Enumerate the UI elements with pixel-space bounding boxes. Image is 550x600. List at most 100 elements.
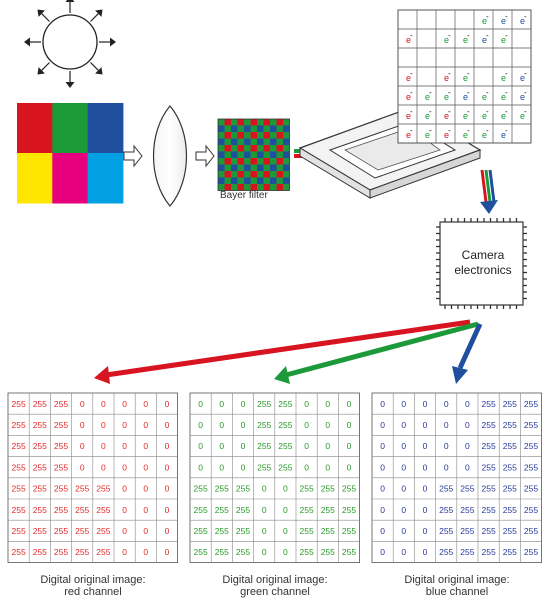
- pixel-value: 255: [278, 420, 292, 430]
- bayer-cell: [283, 164, 290, 171]
- pixel-value: 0: [262, 547, 267, 557]
- pixel-value: 0: [444, 441, 449, 451]
- pixel-value: 255: [482, 547, 496, 557]
- green-channel-grid: 0 0 0 255 255 0 0 0 0 0 0 255 255 0 0 0 0 0 0 255 255 0 0 0 0 0 0 2…: [189, 392, 361, 564]
- electron-symbol: e: [482, 111, 487, 121]
- pixel-value: 0: [465, 462, 470, 472]
- bayer-cell: [244, 138, 251, 145]
- pixel-value: 255: [96, 526, 110, 536]
- bayer-cell: [224, 177, 231, 184]
- bayer-cell: [276, 164, 283, 171]
- pixel-value: 255: [503, 505, 517, 515]
- pixel-value: 255: [278, 399, 292, 409]
- bayer-cell: [270, 145, 277, 152]
- bayer-cell: [270, 151, 277, 158]
- caption-line2: blue channel: [425, 586, 489, 598]
- bayer-cell: [231, 151, 238, 158]
- pixel-value: 0: [423, 526, 428, 536]
- pixel-value: 0: [325, 462, 330, 472]
- bayer-cell: [270, 164, 277, 171]
- bayer-cell: [231, 184, 238, 191]
- bayer-cell: [276, 171, 283, 178]
- green-channel-arrow-icon: [274, 321, 479, 384]
- bayer-cell: [224, 125, 231, 132]
- pixel-value: 0: [325, 420, 330, 430]
- electron-symbol: e: [520, 111, 525, 121]
- bayer-cell: [270, 132, 277, 139]
- pixel-value: 0: [262, 526, 267, 536]
- pixel-value: 0: [101, 420, 106, 430]
- electron-charge: -: [448, 126, 451, 135]
- caption-line2: red channel: [64, 586, 122, 598]
- pixel-value: 255: [96, 547, 110, 557]
- bayer-cell: [270, 119, 277, 126]
- electron-symbol: e: [463, 73, 468, 83]
- pixel-value: 0: [241, 441, 246, 451]
- pixel-value: 255: [12, 441, 26, 451]
- electron-symbol: e: [406, 111, 411, 121]
- sun-ray-arrowhead: [110, 37, 116, 47]
- pixel-value: 0: [380, 462, 385, 472]
- lens-icon: [153, 105, 187, 207]
- pixel-value: 255: [54, 420, 68, 430]
- electron-charge: -: [410, 69, 413, 78]
- bayer-cell: [218, 125, 225, 132]
- electron-symbol: e: [482, 130, 487, 140]
- pixel-value: 255: [342, 526, 356, 536]
- pixel-value: 255: [482, 399, 496, 409]
- hollow-arrow-icon: [195, 144, 215, 168]
- bayer-cell: [250, 125, 257, 132]
- source-color-block: [87, 103, 124, 154]
- bayer-cell: [250, 145, 257, 152]
- bayer-cell: [263, 145, 270, 152]
- pixel-value: 255: [482, 462, 496, 472]
- pixel-value: 255: [524, 462, 538, 472]
- electron-charge: -: [486, 88, 489, 97]
- pixel-value: 255: [54, 526, 68, 536]
- pixel-value: 255: [342, 505, 356, 515]
- bayer-cell: [257, 171, 264, 178]
- pixel-value: 0: [423, 399, 428, 409]
- pixel-value: 0: [401, 441, 406, 451]
- pixel-value: 0: [465, 420, 470, 430]
- pixel-value: 0: [380, 547, 385, 557]
- pixel-value: 255: [54, 547, 68, 557]
- pixel-value: 255: [482, 484, 496, 494]
- pixel-value: 0: [122, 526, 127, 536]
- pixel-value: 255: [524, 399, 538, 409]
- pixel-value: 255: [524, 420, 538, 430]
- bayer-cell: [224, 145, 231, 152]
- pixel-value: 0: [165, 399, 170, 409]
- electron-charge: -: [429, 126, 432, 135]
- caption-line2: green channel: [240, 586, 310, 598]
- bayer-cell: [218, 119, 225, 126]
- electron-charge: -: [505, 107, 508, 116]
- pixel-value: 255: [482, 526, 496, 536]
- pixel-value: 255: [12, 526, 26, 536]
- bayer-cell: [231, 177, 238, 184]
- pixel-value: 0: [80, 441, 85, 451]
- bayer-cell: [276, 125, 283, 132]
- bayer-cell: [276, 184, 283, 191]
- pixel-value: 0: [198, 399, 203, 409]
- bayer-cell: [218, 171, 225, 178]
- pixel-value: 255: [482, 505, 496, 515]
- bayer-cell: [276, 119, 283, 126]
- bayer-cell: [218, 132, 225, 139]
- pixel-value: 0: [241, 399, 246, 409]
- pixel-value: 0: [380, 505, 385, 515]
- source-color-block: [87, 153, 124, 204]
- bayer-cell: [270, 125, 277, 132]
- electron-charge: -: [467, 88, 470, 97]
- pixel-value: 255: [482, 441, 496, 451]
- pixel-value: 255: [503, 441, 517, 451]
- bayer-cell: [263, 151, 270, 158]
- pixel-value: 0: [444, 420, 449, 430]
- bayer-cell: [250, 171, 257, 178]
- bayer-cell: [283, 184, 290, 191]
- bayer-cell: [276, 138, 283, 145]
- pixel-value: 0: [101, 399, 106, 409]
- bayer-cell: [276, 132, 283, 139]
- electron-charge: -: [448, 31, 451, 40]
- pixel-value: 0: [380, 526, 385, 536]
